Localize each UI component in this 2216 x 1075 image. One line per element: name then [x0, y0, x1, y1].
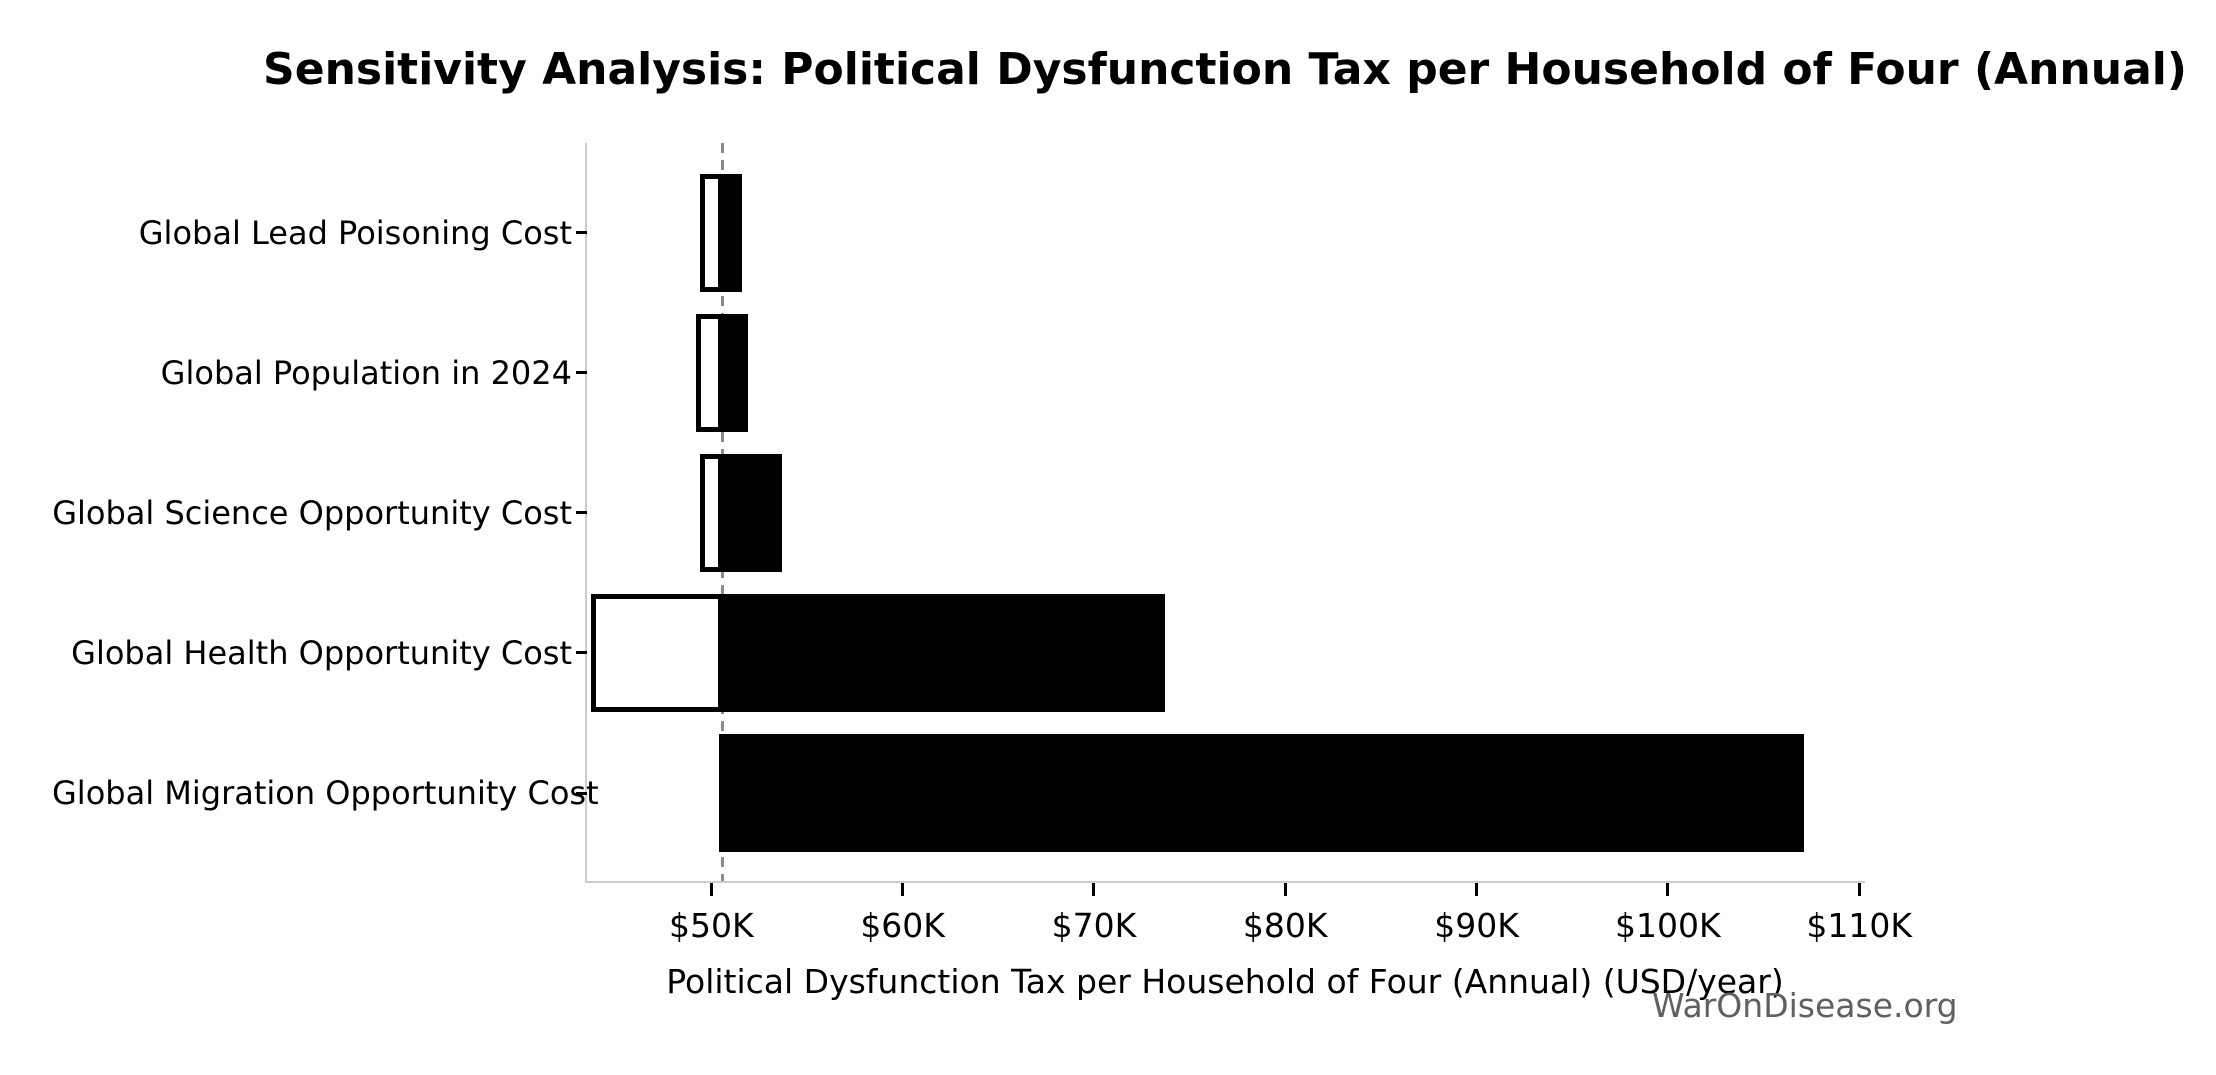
x-tick-mark: [1092, 883, 1096, 896]
y-axis-category-label: Global Health Opportunity Cost: [71, 633, 572, 672]
bar-high-segment: [722, 313, 748, 432]
y-tick-mark: [576, 371, 587, 375]
bar-low-segment: [590, 593, 723, 712]
y-axis-category-label: Global Population in 2024: [160, 353, 572, 392]
x-tick-label: $90K: [1434, 906, 1519, 945]
y-tick-mark: [576, 651, 587, 655]
bar-high-segment: [722, 453, 783, 572]
y-axis-category-label: Global Lead Poisoning Cost: [138, 213, 572, 252]
x-tick-mark: [1283, 883, 1287, 896]
y-axis-category-label: Global Migration Opportunity Cost: [52, 774, 599, 813]
x-tick-mark: [709, 883, 713, 896]
bar-high-segment: [722, 173, 742, 292]
x-axis-spine: [585, 881, 1865, 883]
x-tick-mark: [901, 883, 905, 896]
y-tick-mark: [576, 511, 587, 515]
x-tick-mark: [1475, 883, 1479, 896]
bar-high-segment: [722, 593, 1165, 712]
y-tick-mark: [576, 231, 587, 234]
x-tick-label: $50K: [669, 906, 754, 945]
x-tick-label: $80K: [1242, 906, 1328, 945]
x-tick-label: $110K: [1806, 906, 1912, 945]
y-axis-category-label: Global Science Opportunity Cost: [52, 493, 572, 532]
watermark-text: WarOnDisease.org: [1652, 986, 1958, 1025]
bar-low-segment: [699, 453, 723, 572]
bar-low-segment: [699, 173, 723, 292]
x-tick-label: $60K: [860, 906, 945, 945]
bar-high-segment: [722, 734, 1804, 853]
x-axis-label: Political Dysfunction Tax per Household …: [666, 962, 1784, 1001]
y-tick-mark: [576, 791, 587, 795]
x-tick-mark: [1666, 883, 1670, 896]
bar-low-segment: [696, 313, 723, 432]
chart-title: Sensitivity Analysis: Political Dysfunct…: [263, 44, 2187, 95]
x-tick-label: $100K: [1615, 906, 1721, 945]
x-tick-mark: [1857, 883, 1861, 896]
x-tick-label: $70K: [1051, 906, 1137, 945]
